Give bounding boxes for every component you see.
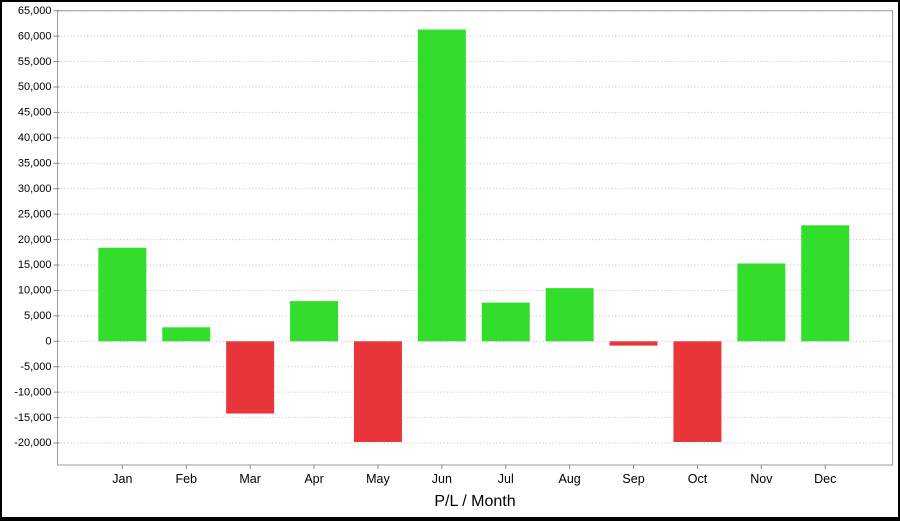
svg-text:Jan: Jan xyxy=(112,472,132,486)
svg-text:-5,000: -5,000 xyxy=(20,361,51,373)
svg-text:55,000: 55,000 xyxy=(18,56,52,68)
svg-text:50,000: 50,000 xyxy=(18,81,52,93)
svg-text:25,000: 25,000 xyxy=(18,208,52,220)
svg-text:Dec: Dec xyxy=(814,472,836,486)
svg-text:-10,000: -10,000 xyxy=(14,386,51,398)
svg-text:30,000: 30,000 xyxy=(18,183,52,195)
svg-text:Sep: Sep xyxy=(622,472,644,486)
svg-text:20,000: 20,000 xyxy=(18,234,52,246)
svg-text:-15,000: -15,000 xyxy=(14,412,51,424)
svg-text:May: May xyxy=(366,472,390,486)
svg-text:Oct: Oct xyxy=(688,472,708,486)
svg-text:45,000: 45,000 xyxy=(18,107,52,119)
svg-text:Aug: Aug xyxy=(559,472,581,486)
svg-text:Jul: Jul xyxy=(498,472,514,486)
svg-text:65,000: 65,000 xyxy=(18,5,52,17)
svg-text:Jun: Jun xyxy=(432,472,452,486)
svg-text:Apr: Apr xyxy=(304,472,323,486)
svg-text:60,000: 60,000 xyxy=(18,30,52,42)
svg-text:40,000: 40,000 xyxy=(18,132,52,144)
svg-text:35,000: 35,000 xyxy=(18,157,52,169)
svg-text:Mar: Mar xyxy=(239,472,261,486)
svg-text:Feb: Feb xyxy=(175,472,197,486)
svg-text:Nov: Nov xyxy=(750,472,773,486)
svg-text:5,000: 5,000 xyxy=(24,310,52,322)
svg-text:0: 0 xyxy=(45,336,51,348)
svg-text:15,000: 15,000 xyxy=(18,259,52,271)
svg-text:10,000: 10,000 xyxy=(18,285,52,297)
svg-text:-20,000: -20,000 xyxy=(14,437,51,449)
